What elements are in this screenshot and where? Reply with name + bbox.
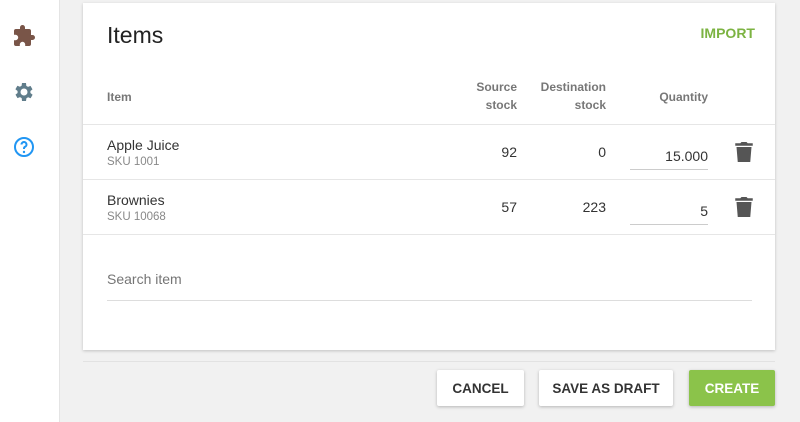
item-sku: SKU 10068 — [107, 211, 166, 223]
header-quantity: Quantity — [659, 90, 708, 104]
trash-icon[interactable] — [735, 142, 753, 162]
header-item: Item — [107, 90, 132, 104]
table-row: Brownies SKU 10068 57 223 — [83, 179, 775, 235]
source-stock: 92 — [501, 144, 517, 160]
help-icon[interactable] — [12, 135, 36, 159]
quantity-input[interactable] — [630, 135, 708, 170]
destination-stock: 0 — [598, 144, 606, 160]
search-item-input[interactable] — [107, 258, 752, 301]
source-stock: 57 — [501, 199, 517, 215]
quantity-input[interactable] — [630, 190, 708, 225]
destination-stock: 223 — [582, 199, 606, 215]
items-card: Items IMPORT Item Source stock Destinatio… — [83, 3, 775, 350]
header-source-stock: Source stock — [476, 80, 517, 112]
create-button[interactable]: CREATE — [689, 370, 775, 406]
gear-icon[interactable] — [12, 80, 36, 104]
import-button[interactable]: IMPORT — [700, 25, 755, 41]
table-row: Apple Juice SKU 1001 92 0 — [83, 124, 775, 179]
cancel-button[interactable]: CANCEL — [437, 370, 524, 406]
save-as-draft-button[interactable]: SAVE AS DRAFT — [539, 370, 673, 406]
item-name: Brownies — [107, 192, 165, 208]
divider — [83, 361, 775, 362]
item-name: Apple Juice — [107, 137, 180, 153]
sidebar — [0, 0, 60, 422]
puzzle-icon[interactable] — [12, 24, 36, 48]
header-destination-stock: Destination stock — [540, 80, 606, 112]
card-title: Items — [107, 22, 164, 48]
trash-icon[interactable] — [735, 197, 753, 217]
item-sku: SKU 1001 — [107, 156, 160, 168]
